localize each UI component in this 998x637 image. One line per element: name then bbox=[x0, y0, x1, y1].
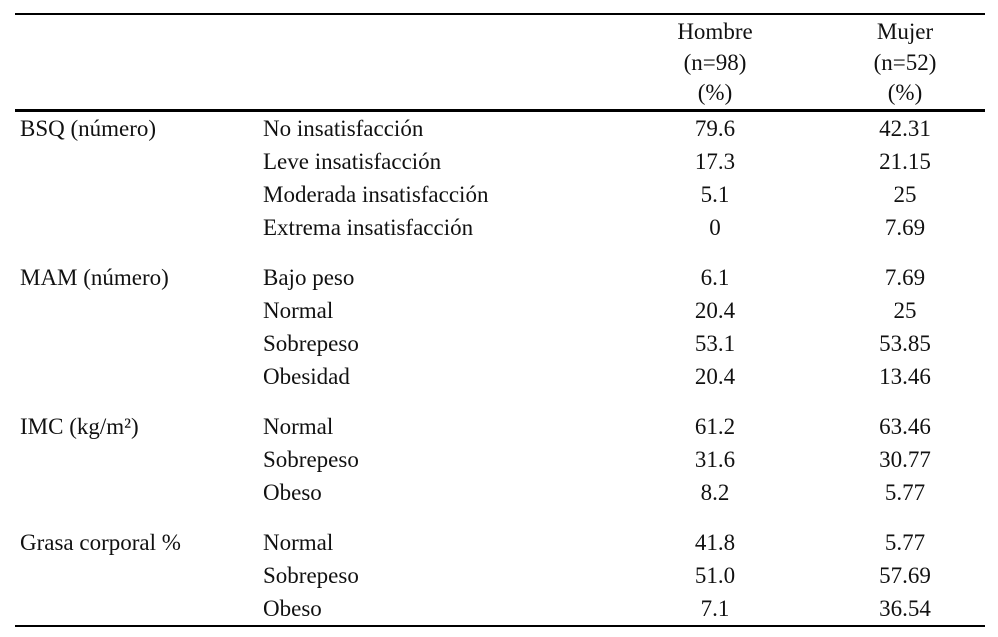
mujer-value-cell: 21.15 bbox=[879, 148, 931, 174]
hombre-value-cell: 7.1 bbox=[700, 595, 730, 621]
table-row: BSQ (número) No insatisfacción 79.6 42.31 bbox=[15, 112, 985, 145]
table-row: Normal 20.4 25 bbox=[15, 294, 985, 327]
hombre-value-cell: 53.1 bbox=[694, 330, 736, 356]
category-cell: MAM (número) bbox=[20, 264, 169, 290]
subcategory-cell: Sobrepeso bbox=[263, 446, 359, 472]
subcategory-cell: Extrema insatisfacción bbox=[263, 214, 474, 240]
category-cell bbox=[15, 327, 248, 360]
table-body: BSQ (número) No insatisfacción 79.6 42.31 Le… bbox=[15, 112, 985, 627]
mujer-value-cell: 53.85 bbox=[879, 330, 931, 356]
statistics-table: Hombre (n=98) (%) Mujer (n=52) (%) BSQ (… bbox=[15, 13, 985, 627]
hombre-value-cell: 5.1 bbox=[700, 181, 730, 207]
header-hombre-name: Hombre bbox=[677, 19, 753, 44]
hombre-value-cell: 41.8 bbox=[694, 529, 736, 555]
mujer-value-cell: 7.69 bbox=[884, 264, 926, 290]
header-subcategory-spacer bbox=[248, 17, 605, 109]
hombre-value-cell: 31.6 bbox=[694, 446, 736, 472]
mujer-value-cell: 13.46 bbox=[879, 363, 931, 389]
header-mujer-name: Mujer bbox=[876, 19, 934, 44]
hombre-value-cell: 8.2 bbox=[700, 479, 730, 505]
category-cell bbox=[15, 211, 248, 244]
mujer-value-cell: 36.54 bbox=[879, 595, 931, 621]
mujer-value-cell: 30.77 bbox=[879, 446, 931, 472]
category-cell bbox=[15, 559, 248, 592]
table-row: Moderada insatisfacción 5.1 25 bbox=[15, 178, 985, 211]
table-row: Grasa corporal % Normal 41.8 5.77 bbox=[15, 526, 985, 559]
hombre-value-cell: 0 bbox=[709, 214, 721, 240]
category-cell bbox=[15, 145, 248, 178]
table-header: Hombre (n=98) (%) Mujer (n=52) (%) bbox=[15, 13, 985, 112]
table-row: IMC (kg/m²) Normal 61.2 63.46 bbox=[15, 410, 985, 443]
hombre-value-cell: 6.1 bbox=[700, 264, 730, 290]
mujer-value-cell: 5.77 bbox=[884, 479, 926, 505]
table-section: IMC (kg/m²) Normal 61.2 63.46 Sobrepeso 31.6 3… bbox=[15, 410, 985, 509]
hombre-value-cell: 51.0 bbox=[694, 562, 736, 588]
subcategory-cell: Normal bbox=[263, 413, 334, 439]
category-cell bbox=[15, 592, 248, 625]
table-section: Grasa corporal % Normal 41.8 5.77 Sobrepeso 5… bbox=[15, 526, 985, 625]
table-section: BSQ (número) No insatisfacción 79.6 42.31 Le… bbox=[15, 112, 985, 244]
mujer-value-cell: 25 bbox=[893, 297, 917, 323]
mujer-value-cell: 25 bbox=[893, 181, 917, 207]
header-hombre: Hombre (n=98) (%) bbox=[605, 17, 825, 109]
table-row: Obeso 7.1 36.54 bbox=[15, 592, 985, 625]
hombre-value-cell: 61.2 bbox=[694, 413, 736, 439]
category-cell: Grasa corporal % bbox=[20, 529, 181, 555]
subcategory-cell: Sobrepeso bbox=[263, 562, 359, 588]
subcategory-cell: Obeso bbox=[263, 595, 322, 621]
mujer-value-cell: 42.31 bbox=[879, 115, 931, 141]
subcategory-cell: Obeso bbox=[263, 479, 322, 505]
table-row: Sobrepeso 51.0 57.69 bbox=[15, 559, 985, 592]
subcategory-cell: Obesidad bbox=[263, 363, 350, 389]
table-section: MAM (número) Bajo peso 6.1 7.69 Normal 20.4 25… bbox=[15, 261, 985, 393]
hombre-value-cell: 20.4 bbox=[694, 297, 736, 323]
category-cell: BSQ (número) bbox=[20, 115, 157, 141]
header-mujer-pct: (%) bbox=[887, 80, 923, 105]
category-cell bbox=[15, 443, 248, 476]
category-cell: IMC (kg/m²) bbox=[20, 413, 139, 439]
category-cell bbox=[15, 178, 248, 211]
table-row: Leve insatisfacción 17.3 21.15 bbox=[15, 145, 985, 178]
header-mujer: Mujer (n=52) (%) bbox=[825, 17, 985, 109]
table-row: Obeso 8.2 5.77 bbox=[15, 476, 985, 509]
table-row: Sobrepeso 31.6 30.77 bbox=[15, 443, 985, 476]
subcategory-cell: Normal bbox=[263, 297, 334, 323]
subcategory-cell: Moderada insatisfacción bbox=[263, 181, 489, 207]
header-hombre-pct: (%) bbox=[697, 80, 733, 105]
subcategory-cell: Bajo peso bbox=[263, 264, 355, 290]
hombre-value-cell: 79.6 bbox=[694, 115, 736, 141]
header-category-spacer bbox=[15, 17, 248, 109]
subcategory-cell: Sobrepeso bbox=[263, 330, 359, 356]
mujer-value-cell: 7.69 bbox=[884, 214, 926, 240]
table-row: Obesidad 20.4 13.46 bbox=[15, 360, 985, 393]
category-cell bbox=[15, 360, 248, 393]
table-row: MAM (número) Bajo peso 6.1 7.69 bbox=[15, 261, 985, 294]
category-cell bbox=[15, 476, 248, 509]
subcategory-cell: Normal bbox=[263, 529, 334, 555]
header-mujer-n: (n=52) bbox=[873, 49, 937, 75]
subcategory-cell: No insatisfacción bbox=[263, 115, 424, 141]
hombre-value-cell: 20.4 bbox=[694, 363, 736, 389]
mujer-value-cell: 63.46 bbox=[879, 413, 931, 439]
header-hombre-n: (n=98) bbox=[683, 49, 747, 75]
table-row: Extrema insatisfacción 0 7.69 bbox=[15, 211, 985, 244]
subcategory-cell: Leve insatisfacción bbox=[263, 148, 442, 174]
hombre-value-cell: 17.3 bbox=[694, 148, 736, 174]
mujer-value-cell: 57.69 bbox=[879, 562, 931, 588]
category-cell bbox=[15, 294, 248, 327]
mujer-value-cell: 5.77 bbox=[884, 529, 926, 555]
table-row: Sobrepeso 53.1 53.85 bbox=[15, 327, 985, 360]
